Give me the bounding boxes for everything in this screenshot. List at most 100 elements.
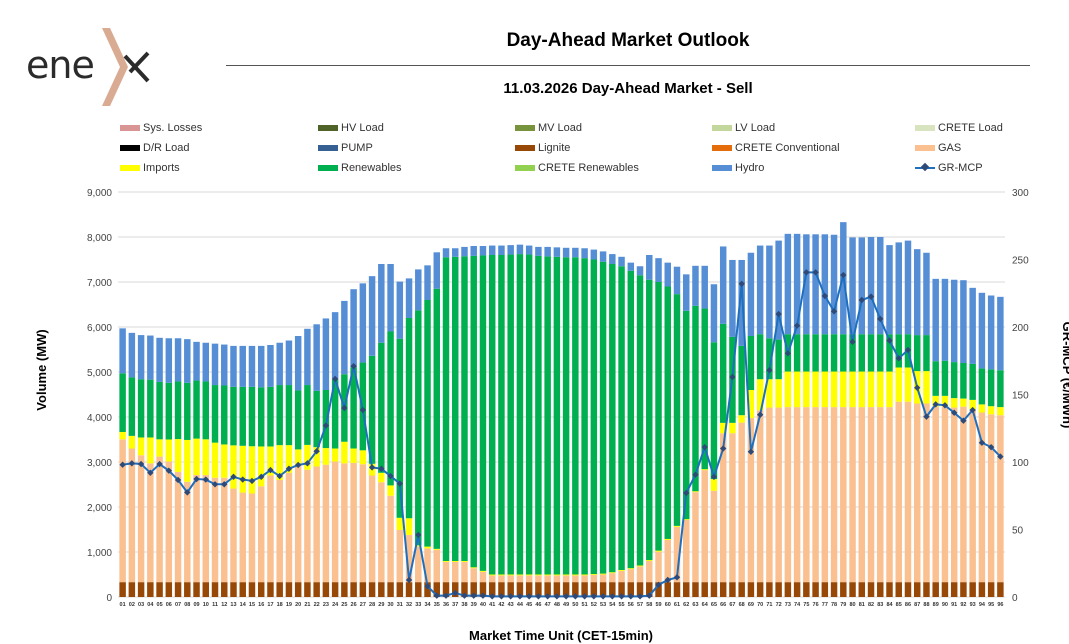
bar-gas	[359, 464, 367, 583]
x-tick-label: 66	[720, 602, 726, 608]
bar-imports	[267, 446, 274, 476]
bar-hydro	[756, 245, 764, 335]
bar-imports	[128, 435, 136, 449]
bar-lignite	[784, 582, 792, 597]
bar-renewables	[609, 264, 616, 573]
bar-imports	[211, 442, 219, 478]
legend-swatch	[915, 167, 935, 169]
x-tick-label: 40	[480, 602, 486, 608]
bar-renewables	[646, 279, 653, 561]
bar-lignite	[350, 582, 357, 597]
x-tick-label: 89	[933, 602, 939, 608]
bar-hydro	[987, 295, 995, 370]
bar-lignite	[673, 582, 681, 597]
bar-renewables	[156, 381, 163, 440]
mcp-point	[719, 445, 727, 452]
bar-imports	[747, 390, 755, 418]
bar-hydro	[276, 342, 283, 386]
x-tick-label: 62	[683, 602, 689, 608]
bar-renewables	[960, 363, 967, 399]
bar-gas	[812, 407, 819, 583]
bar-hydro	[211, 343, 219, 386]
x-tick-label: 88	[923, 602, 929, 608]
x-tick-label: 90	[942, 602, 948, 608]
bar-renewables	[147, 379, 154, 438]
bar-hydro	[184, 339, 191, 383]
bar-hydro	[147, 335, 154, 380]
bar-renewables	[331, 379, 339, 449]
bar-lignite	[221, 582, 228, 597]
bar-gas	[378, 482, 385, 583]
mcp-point	[544, 593, 551, 600]
bar-hydro	[165, 338, 173, 383]
bar-renewables	[294, 390, 302, 450]
bar-lignite	[941, 582, 949, 597]
bar-hydro	[452, 248, 459, 257]
mcp-point	[747, 448, 755, 455]
x-tick-label: 92	[960, 602, 966, 608]
bar-renewables	[627, 270, 635, 569]
bar-imports	[877, 371, 884, 408]
bar-imports	[701, 469, 708, 471]
mcp-point	[202, 476, 209, 483]
bar-imports	[793, 371, 801, 408]
bar-hydro	[424, 265, 431, 300]
bar-hydro	[221, 344, 228, 386]
bar-renewables	[119, 373, 126, 432]
bar-imports	[470, 567, 477, 569]
bar-imports	[461, 561, 468, 562]
y2-axis-title: GR-MCP (€/MWh)	[1060, 322, 1069, 429]
x-tick-label: 74	[794, 602, 801, 608]
bar-lignite	[378, 582, 385, 597]
bar-lignite	[313, 582, 320, 597]
bar-lignite	[498, 582, 505, 597]
bar-gas	[341, 463, 348, 583]
bar-imports	[378, 472, 385, 483]
bar-imports	[479, 570, 487, 572]
bar-renewables	[590, 259, 598, 575]
x-tick-label: 64	[702, 602, 709, 608]
x-tick-label: 26	[351, 602, 357, 608]
mcp-point	[489, 593, 496, 600]
x-tick-label: 72	[776, 602, 782, 608]
bar-renewables	[756, 334, 764, 380]
bar-hydro	[378, 264, 385, 343]
bar-imports	[562, 574, 570, 576]
mcp-point	[950, 409, 958, 416]
bar-gas	[128, 448, 136, 583]
bar-gas	[997, 415, 1004, 583]
x-tick-label: 16	[258, 602, 264, 608]
bar-lignite	[886, 582, 893, 597]
bar-lignite	[627, 582, 635, 597]
bar-renewables	[932, 361, 939, 396]
mcp-point	[553, 593, 561, 600]
bar-lignite	[646, 582, 653, 597]
x-tick-label: 67	[729, 602, 735, 608]
mcp-point	[812, 269, 819, 276]
bar-imports	[969, 399, 976, 410]
mcp-point	[701, 443, 708, 451]
bar-lignite	[211, 582, 219, 597]
bar-lignite	[174, 582, 182, 597]
bar-hydro	[553, 247, 561, 257]
x-tick-label: 75	[803, 602, 809, 608]
y2-tick-label: 100	[1012, 458, 1029, 469]
mcp-point	[969, 406, 976, 414]
bar-renewables	[304, 385, 311, 445]
legend-item-imports: Imports	[120, 162, 180, 174]
bar-renewables	[978, 368, 986, 405]
bar-imports	[359, 450, 367, 465]
legend-swatch	[712, 125, 732, 131]
bar-imports	[230, 445, 237, 489]
mcp-point	[932, 401, 939, 408]
bar-imports	[184, 439, 191, 482]
mcp-point	[793, 322, 801, 329]
mcp-point	[470, 592, 477, 599]
bar-imports	[590, 574, 598, 575]
bar-renewables	[452, 256, 459, 561]
mcp-point	[877, 315, 884, 323]
bar-hydro	[128, 332, 136, 378]
x-tick-label: 37	[452, 602, 458, 608]
mcp-point	[673, 574, 681, 581]
bar-lignite	[858, 582, 866, 597]
